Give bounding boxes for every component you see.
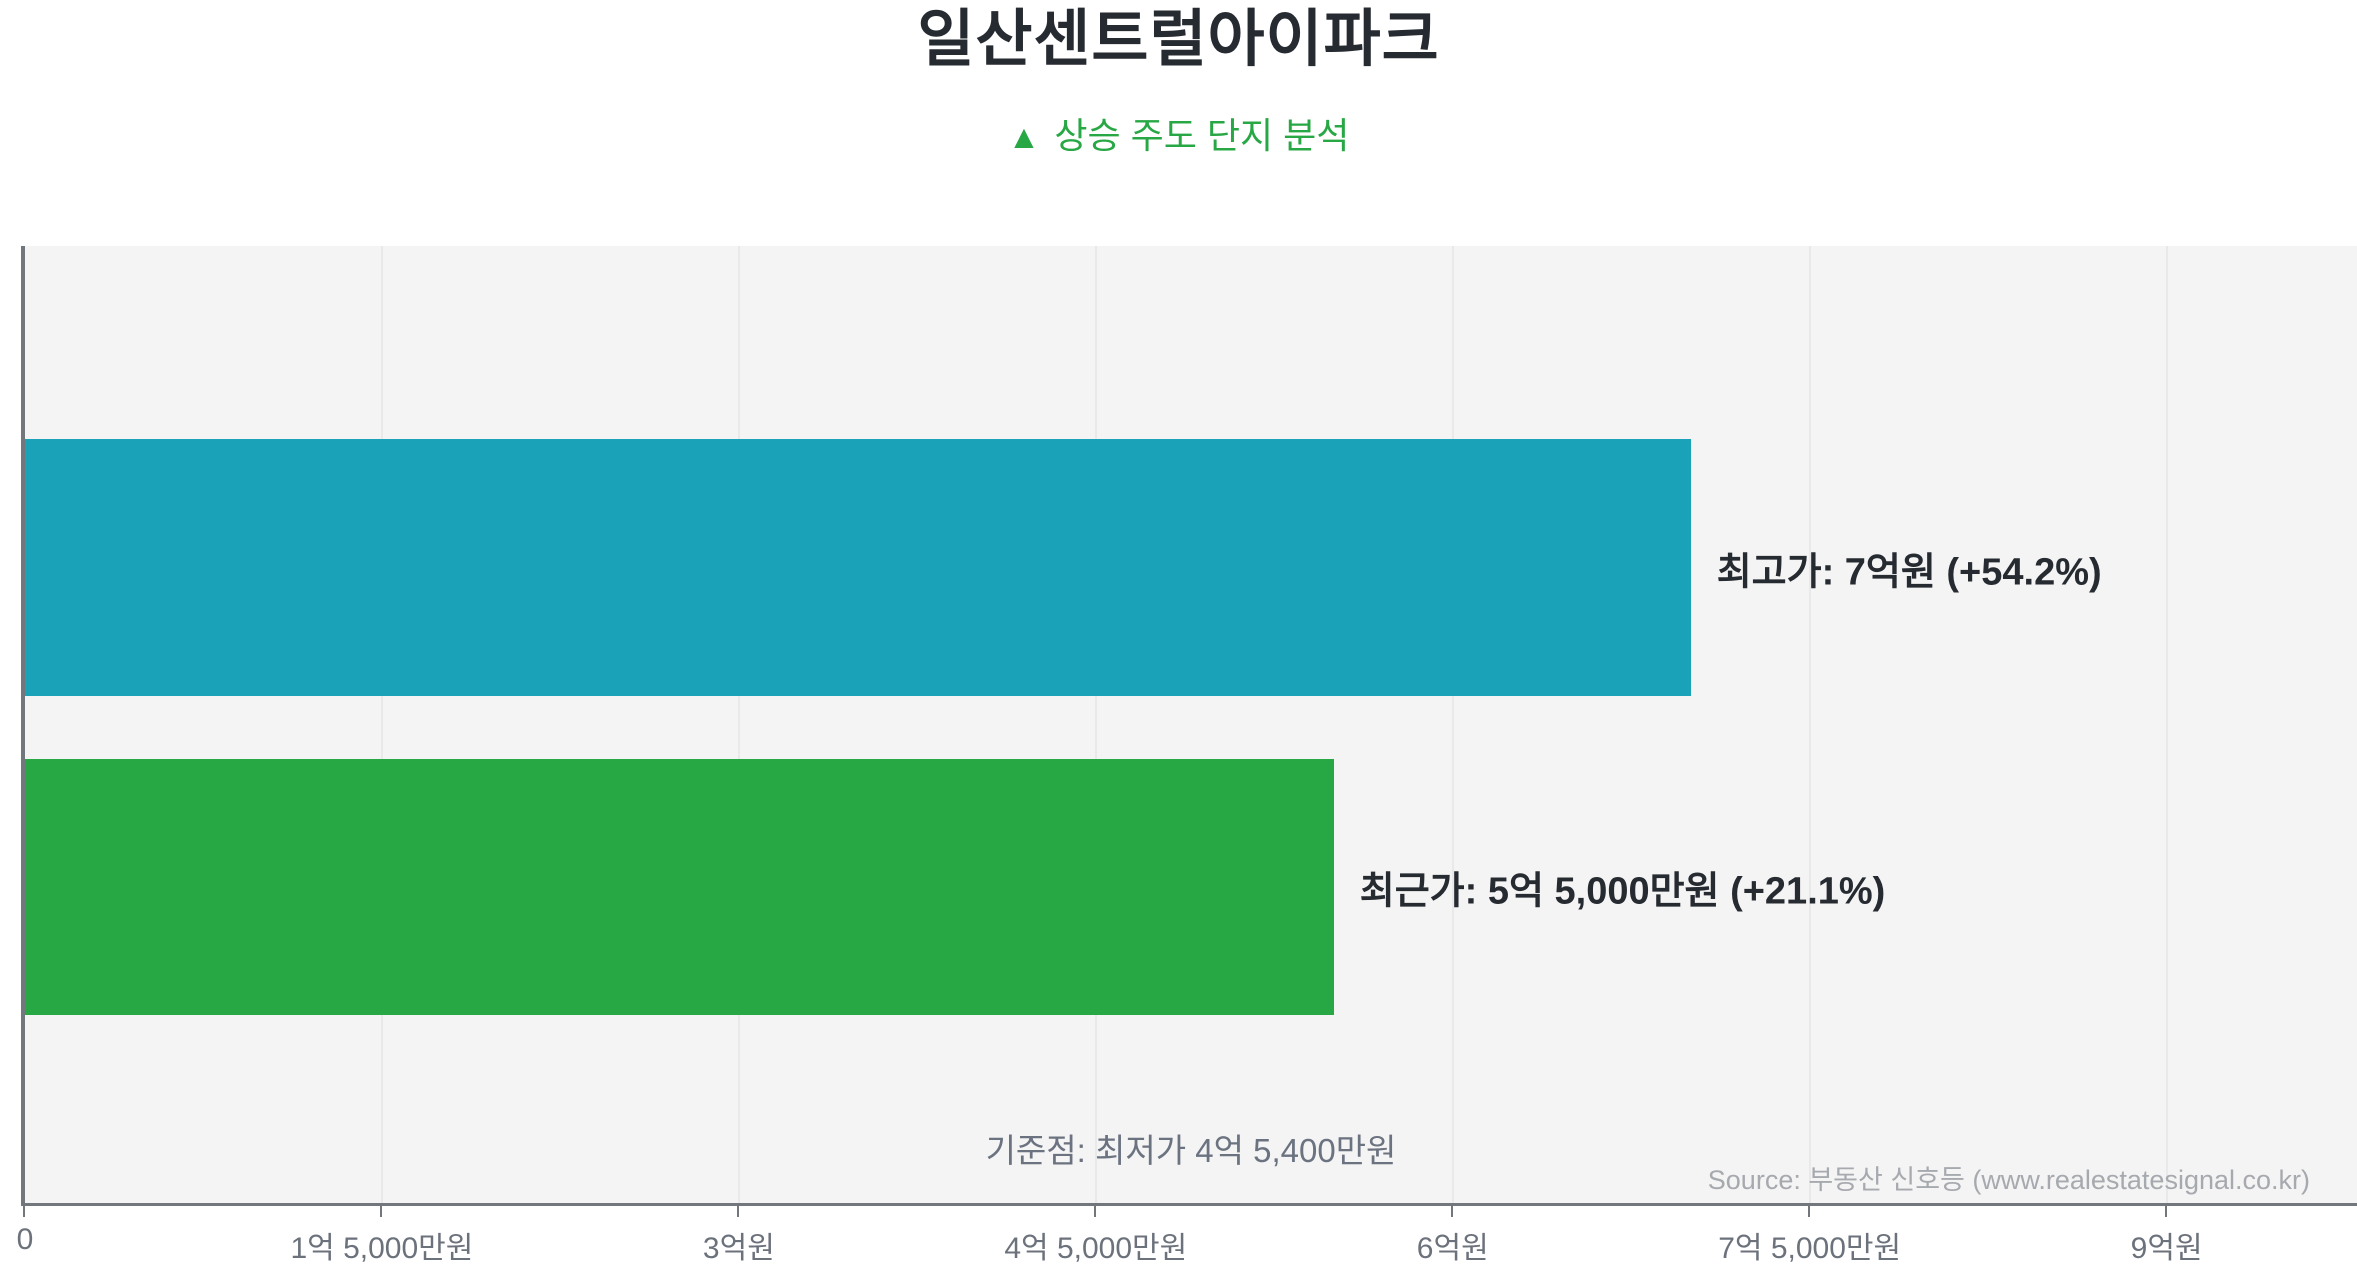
x-axis-tick [1093,1206,1096,1217]
x-axis-tick [736,1206,739,1217]
x-axis-tick-label: 7억 5,000만원 [1718,1232,1902,1265]
x-axis-tick-label: 6억원 [1416,1232,1489,1265]
baseline-annotation: 기준점: 최저가 4억 5,400만원 [985,1132,1397,1169]
gridline [380,246,383,1203]
page-title: 일산센트럴아이파크 [917,5,1440,74]
bar-row-max-price: 최고가: 7억원 (+54.2%) [25,439,2357,696]
gridline [1451,246,1454,1203]
gridline [1808,246,1811,1203]
gridline [2165,246,2168,1203]
x-axis-tick [379,1206,382,1217]
x-axis-tick [2164,1206,2167,1217]
x-axis-tick [1450,1206,1453,1217]
x-axis-tick-label: 4억 5,000만원 [1004,1232,1188,1265]
source-credit: Source: 부동산 신호등 (www.realestatesignal.co… [1707,1165,2310,1195]
up-triangle-icon: ▲ [1007,118,1041,155]
gridline [737,246,740,1203]
x-axis-tick-label: 9억원 [2130,1232,2203,1265]
chart-subtitle-label: 상승 주도 단지 분석 [1054,115,1350,156]
x-axis-tick-label: 3억원 [702,1232,775,1265]
bar-label-recent-price: 최근가: 5억 5,000만원 (+21.1%) [1359,870,1886,913]
bar-recent-price [25,759,1334,1015]
x-axis-tick-label: 0 [16,1223,34,1256]
plot-area: 최고가: 7억원 (+54.2%) 최근가: 5억 5,000만원 (+21.1… [17,246,2357,1265]
x-axis-tick [23,1206,25,1217]
x-axis-tick-label: 1억 5,000만원 [290,1232,474,1265]
gridline [1094,246,1097,1203]
bar-max-price [25,439,1691,696]
bar-row-recent-price: 최근가: 5억 5,000만원 (+21.1%) [25,759,2357,1015]
chart-subtitle: ▲ 상승 주도 단지 분석 [0,114,2357,159]
bar-label-max-price: 최고가: 7억원 (+54.2%) [1716,551,2102,593]
x-axis-tick [1807,1206,1810,1217]
